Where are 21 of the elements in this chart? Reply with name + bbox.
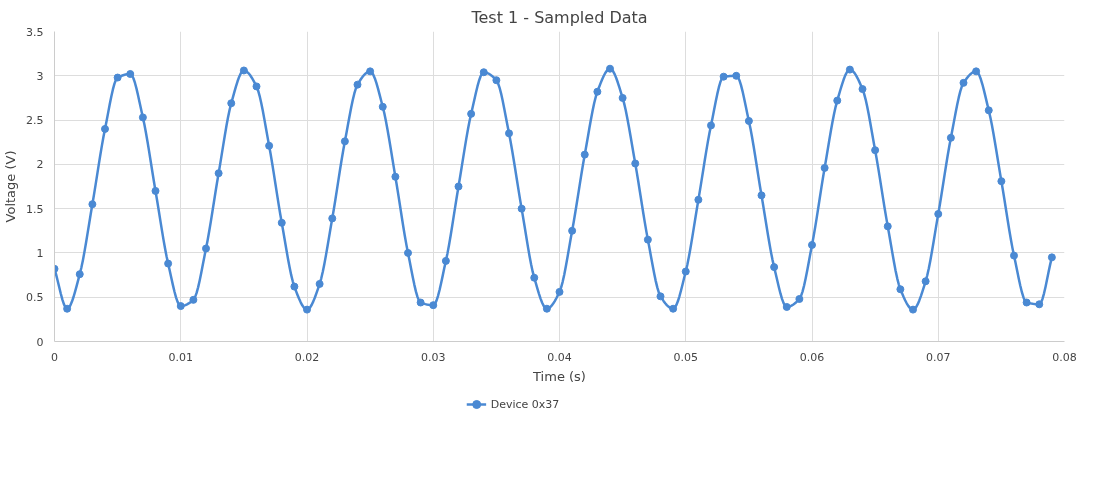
x-tick-label: 0.05 [673, 350, 698, 364]
x-tick-label: 0.08 [1052, 350, 1077, 364]
x-axis-title: Time (s) [532, 368, 586, 384]
y-tick-label: 3 [36, 69, 44, 83]
x-tick-label: 0.07 [926, 350, 951, 364]
x-tick-label: 0.04 [547, 350, 572, 364]
x-tick-label: 0.06 [799, 350, 825, 364]
y-tick-label: 1.5 [26, 202, 44, 216]
y-tick-label: 2.5 [26, 114, 44, 128]
x-tick-label: 0.01 [168, 350, 193, 364]
y-tick-label: 2 [36, 158, 44, 172]
x-tick-label: 0 [51, 350, 58, 364]
y-tick-label: 0 [36, 335, 44, 349]
y-tick-label: 0.5 [26, 291, 44, 305]
x-tick-label: 0.03 [421, 350, 446, 364]
legend-label: Device 0x37 [490, 397, 560, 411]
y-tick-label: 3.5 [26, 25, 44, 39]
chart-title: Test 1 - Sampled Data [470, 7, 648, 27]
x-tick-label: 0.02 [294, 350, 320, 364]
y-axis-title: Voltage (V) [3, 150, 19, 223]
y-tick-label: 1 [36, 246, 44, 260]
